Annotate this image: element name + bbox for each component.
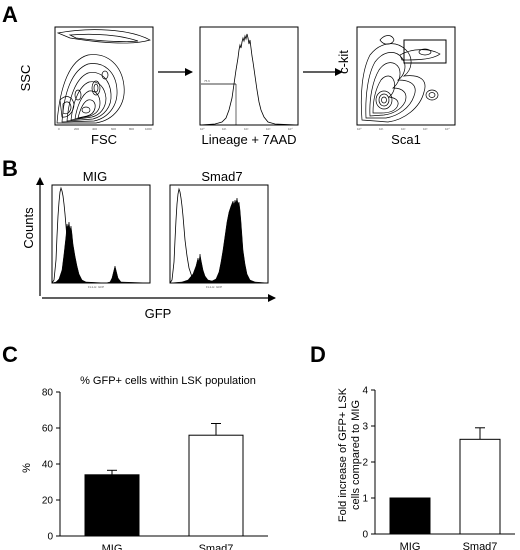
svg-text:600: 600	[111, 127, 116, 131]
svg-text:10²: 10²	[244, 127, 248, 131]
panel-d-y-tick-label: 1	[362, 494, 368, 505]
svg-text:10¹: 10¹	[222, 127, 226, 131]
panel-c-bar-mig	[84, 474, 140, 537]
panel-d-y-tick-label: 2	[362, 458, 368, 469]
mig-histogram-axis-caption: FL1-H: GFP	[88, 285, 104, 289]
panel-c-y-tick-label: 40	[42, 460, 54, 471]
smad7-control-histogram	[169, 187, 213, 284]
panel-d-y-tick-label: 3	[362, 422, 368, 433]
panel-d-ylabel-line1: Fold increase of GFP+ LSK	[337, 387, 349, 522]
panel-d-category-label: Smad7	[463, 541, 498, 550]
panel-c-y-tick-label: 80	[42, 388, 54, 399]
panel-letter-b: B	[2, 156, 18, 181]
panel-d-category-label: MIG	[400, 541, 421, 550]
panel-c-category-label: MIG	[102, 543, 123, 550]
sca1-ckit-contours	[360, 35, 441, 123]
panel-d-bar-chart: 0 1 2 3 4 MIG Smad7	[362, 386, 515, 550]
sca1-ckit-frame	[356, 26, 456, 126]
panel-d-bar-smad7	[459, 438, 501, 535]
panel-d-ylabel-line2: cells compared to MIG	[350, 400, 362, 510]
panel-d-y-tick-label: 4	[362, 386, 368, 397]
mig-gfp-filled-histogram	[51, 221, 151, 284]
panel-letter-a: A	[2, 2, 18, 27]
fsc-ssc-frame	[54, 26, 154, 126]
lineage-frame	[199, 26, 299, 126]
ckit-axis-label: c-kit	[336, 50, 351, 74]
panel-c-bar-smad7	[188, 434, 244, 537]
lineage-tick-labels: 10⁰ 10¹ 10² 10³ 10⁴	[200, 127, 293, 131]
counts-axis-label: Counts	[21, 207, 36, 249]
fsc-ssc-contour-plot: 0 200 400 600 800 1000 SSC FSC	[18, 26, 154, 147]
panel-letter-d: D	[310, 342, 326, 367]
svg-text:800: 800	[129, 127, 134, 131]
svg-text:0: 0	[58, 127, 60, 131]
svg-text:10³: 10³	[423, 127, 427, 131]
sca1-ckit-contour-plot: 10⁰ 10¹ 10² 10³ 10⁴ c-kit Sca1	[336, 26, 456, 147]
panel-letter-c: C	[2, 342, 18, 367]
lineage-histogram-curve	[199, 33, 299, 126]
svg-text:200: 200	[74, 127, 79, 131]
mig-control-histogram	[51, 186, 96, 284]
smad7-histogram-title: Smad7	[201, 169, 242, 184]
mig-histogram-title: MIG	[83, 169, 108, 184]
svg-text:10¹: 10¹	[379, 127, 383, 131]
panel-d-y-tick-label: 0	[362, 530, 368, 541]
ssc-axis-label: SSC	[18, 65, 33, 92]
lineage-axis-label: Lineage + 7AAD	[201, 132, 296, 147]
fsc-ssc-contours	[56, 29, 151, 124]
smad7-histogram-axis-caption: FL1-H: GFP	[206, 285, 222, 289]
panel-c-category-label: Smad7	[199, 543, 234, 550]
svg-text:10³: 10³	[266, 127, 270, 131]
panel-c-y-tick-label: 0	[47, 532, 53, 543]
svg-text:10⁰: 10⁰	[357, 127, 362, 131]
svg-text:1000: 1000	[145, 127, 152, 131]
gfp-axis-label: GFP	[145, 306, 172, 321]
smad7-gfp-histogram: Smad7 FL1-H: GFP	[169, 169, 269, 289]
sca1-tick-labels: 10⁰ 10¹ 10² 10³ 10⁴	[357, 127, 450, 131]
panel-c-bar-chart: 0 20 40 60 80 MIG Smad7%	[21, 388, 268, 550]
lsk-gate-box	[403, 39, 447, 64]
panel-c-y-tick-label: 20	[42, 496, 54, 507]
svg-text:400: 400	[92, 127, 97, 131]
lineage-7aad-histogram: 75.6 10⁰ 10¹ 10² 10³ 10⁴ Lineage + 7AAD	[199, 26, 299, 147]
panel-c-title: % GFP+ cells within LSK population	[80, 375, 256, 387]
sca1-axis-label: Sca1	[391, 132, 421, 147]
panel-d-bar-mig	[389, 497, 431, 535]
panel-c-ylabel: %	[21, 463, 33, 473]
panel-d-ylabel: Fold increase of GFP+ LSK cells compared…	[337, 387, 362, 522]
svg-text:10⁴: 10⁴	[445, 127, 450, 131]
panel-c-y-tick-label: 60	[42, 424, 54, 435]
lineage-gate-label: 75.6	[204, 79, 210, 83]
fsc-ssc-tick-labels: 0 200 400 600 800 1000	[58, 127, 152, 131]
svg-text:10⁰: 10⁰	[200, 127, 205, 131]
svg-text:10²: 10²	[401, 127, 405, 131]
smad7-gfp-filled-histogram	[169, 197, 269, 284]
svg-text:10⁴: 10⁴	[288, 127, 293, 131]
fsc-axis-label: FSC	[91, 132, 117, 147]
mig-gfp-histogram: MIG FL1-H: GFP	[51, 169, 151, 289]
